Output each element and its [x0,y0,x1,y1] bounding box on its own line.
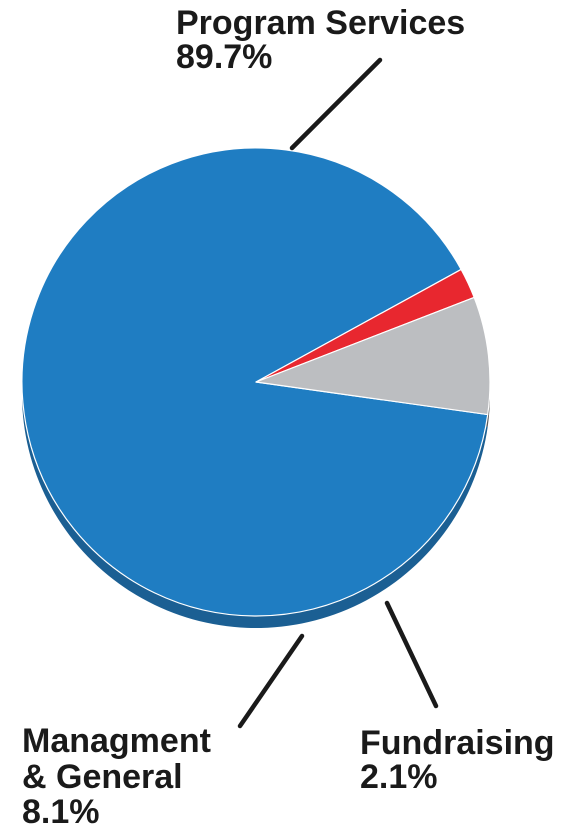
pie-slice-managment-general [255,296,491,416]
leader-line-fundraising [384,600,439,709]
pie-slice-program-services [21,147,489,617]
label-program-services: Program Services 89.7% [176,6,465,74]
label-fundraising-value: 2.1% [360,758,438,796]
label-fundraising: Fundraising 2.1% [360,726,555,794]
label-program-services-name: Program Services [176,4,466,42]
label-management-value: 8.1% [22,793,100,832]
label-management-line1: Managment [22,722,211,760]
leader-line-program-services [289,57,383,151]
leader-line-management-general [237,633,305,729]
label-fundraising-name: Fundraising [360,724,555,762]
label-program-services-value: 89.7% [176,38,273,76]
label-management-general: Managment & General 8.1% [22,722,211,832]
label-management-line2: & General [22,757,183,796]
